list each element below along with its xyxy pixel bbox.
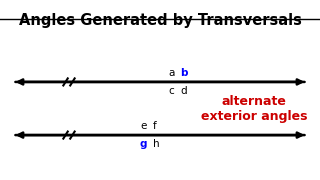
Text: g: g [140, 139, 147, 149]
Text: c: c [169, 86, 174, 96]
Text: h: h [153, 139, 159, 149]
Text: d: d [180, 86, 187, 96]
Text: a: a [168, 68, 174, 78]
Text: b: b [180, 68, 188, 78]
Text: f: f [153, 121, 156, 131]
Title: Angles Generated by Transversals: Angles Generated by Transversals [19, 13, 301, 28]
Text: alternate
exterior angles: alternate exterior angles [201, 94, 307, 123]
Text: e: e [141, 121, 147, 131]
